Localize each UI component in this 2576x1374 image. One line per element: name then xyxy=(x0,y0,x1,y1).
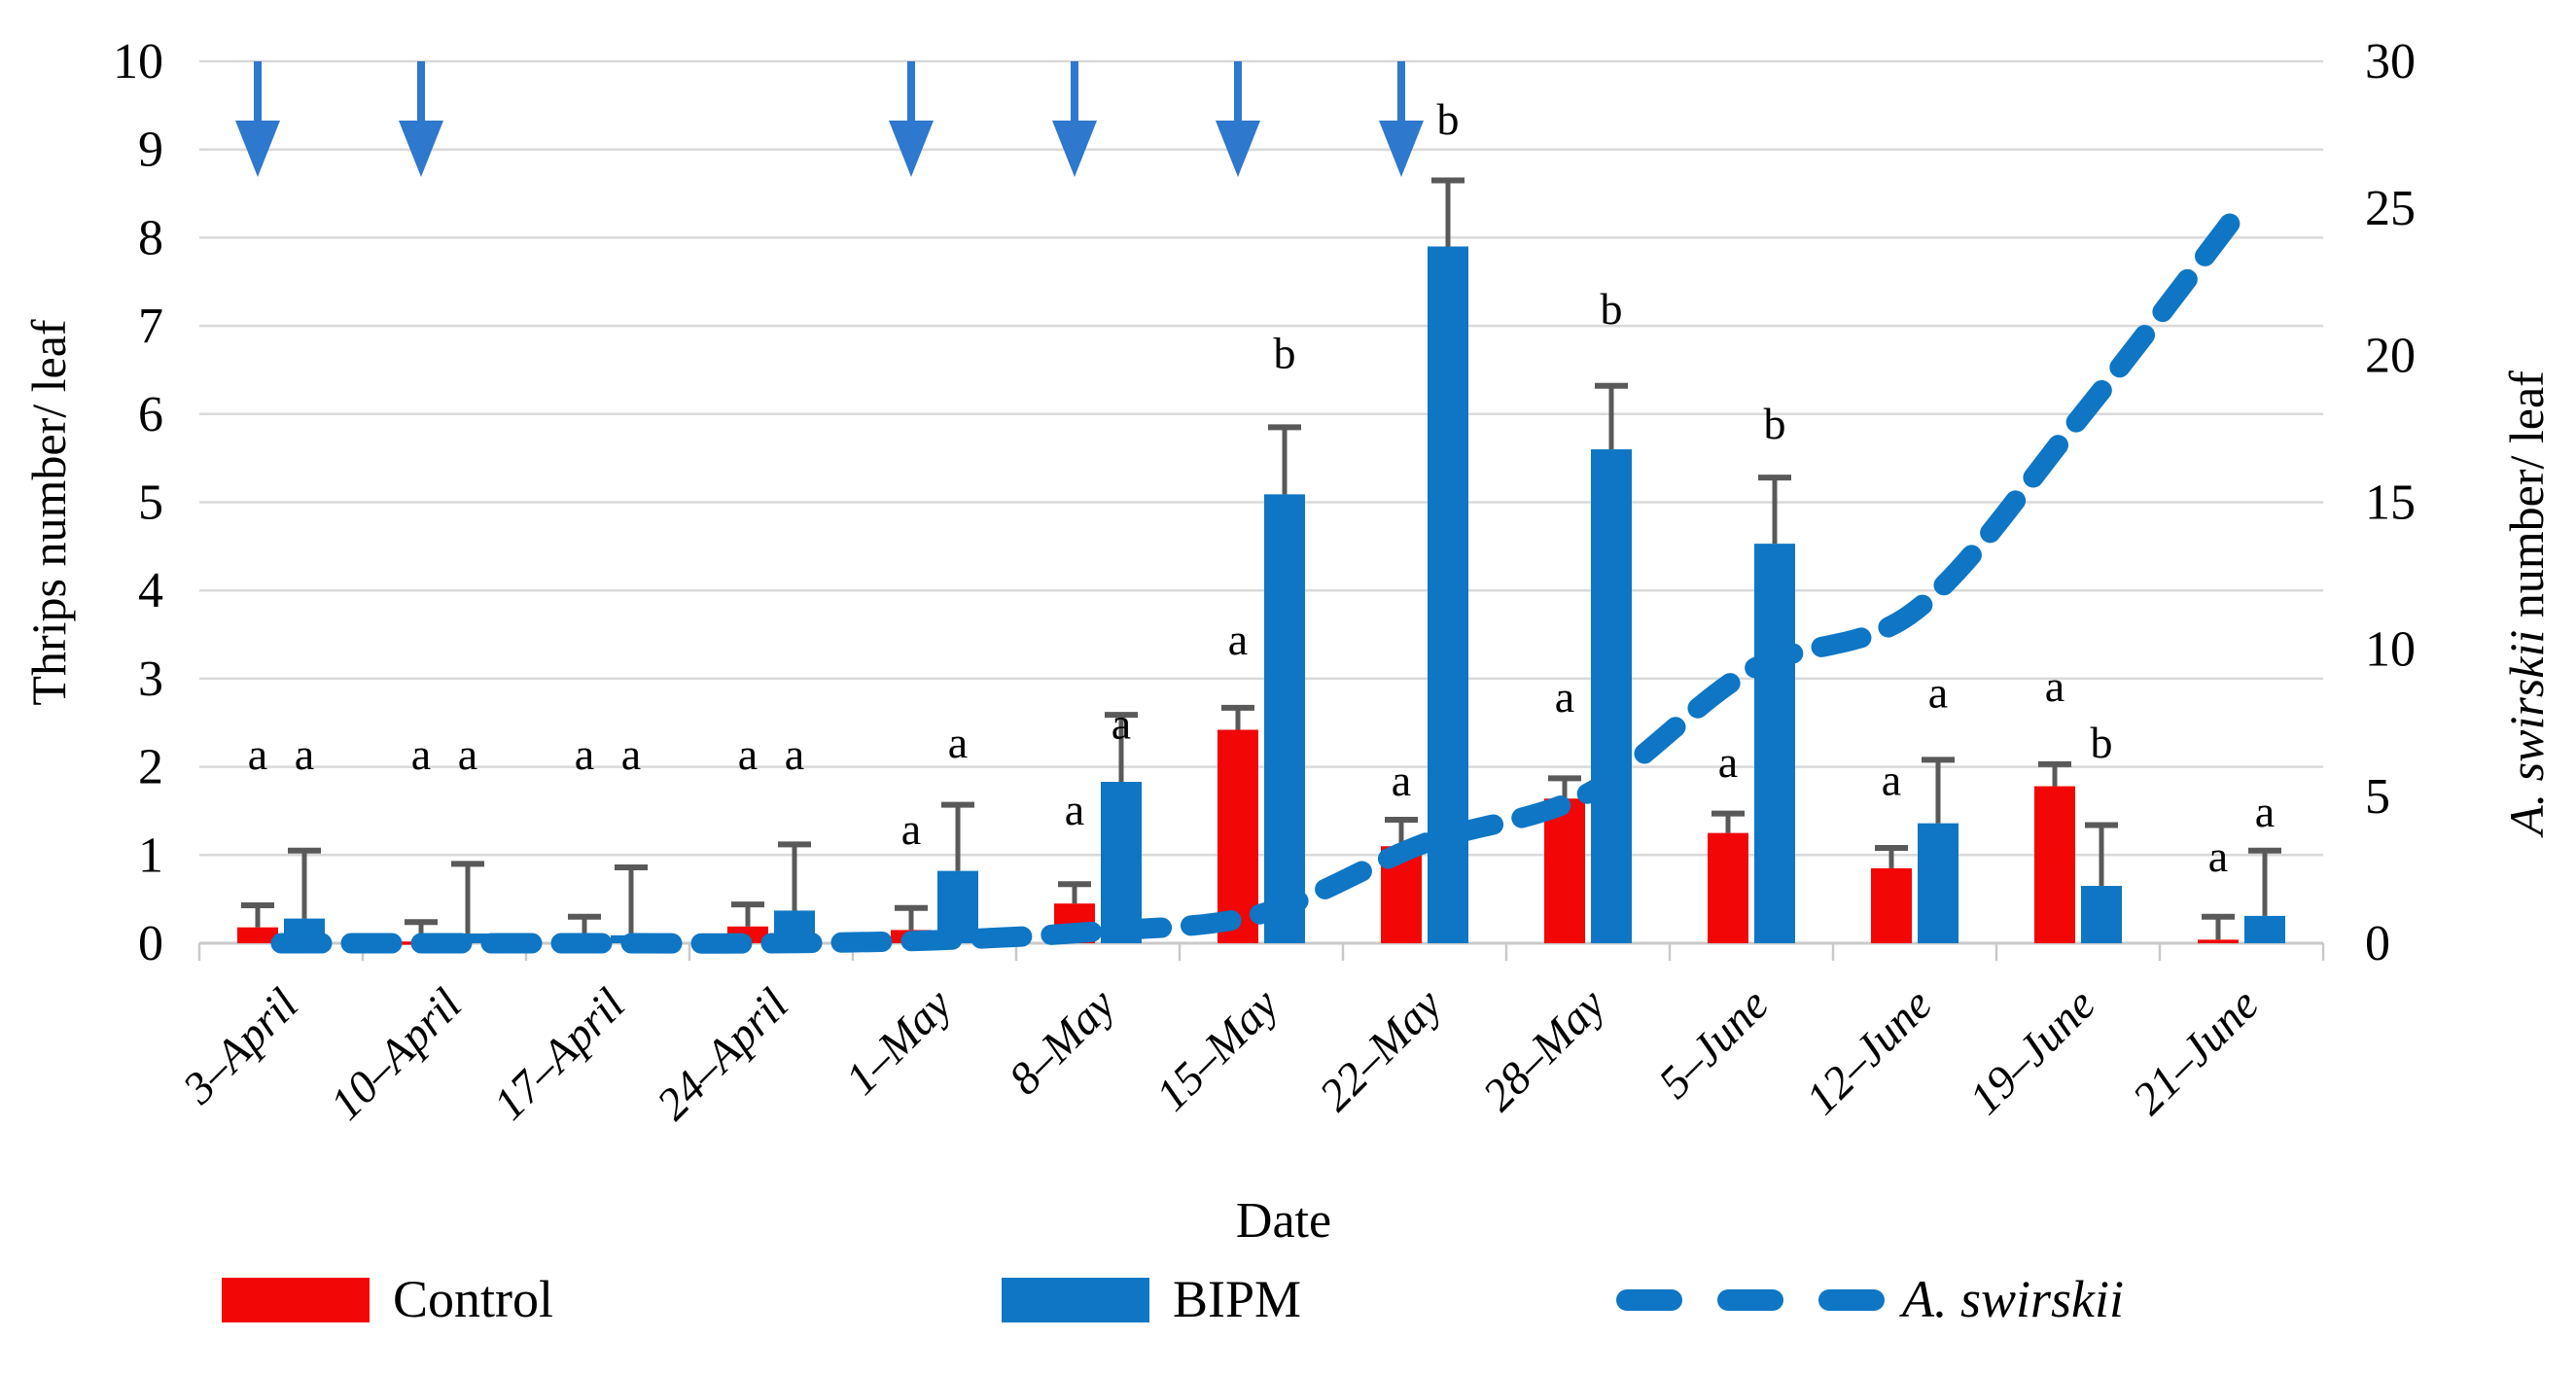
significance-letter: a xyxy=(1065,785,1084,834)
y-axis-tick-label: 10 xyxy=(113,34,163,89)
y-axis-tick-label: 9 xyxy=(138,123,163,178)
significance-letter: a xyxy=(785,729,804,779)
bipm-bar xyxy=(2244,915,2285,943)
control-bar xyxy=(2198,939,2239,943)
x-axis-date-label: 3–April xyxy=(173,979,308,1114)
x-axis-title: Date xyxy=(1235,1193,1332,1249)
y-axis-tick-label: 6 xyxy=(138,387,163,442)
right-axis-tick-label: 10 xyxy=(2365,622,2416,678)
significance-letter: a xyxy=(1555,672,1574,722)
right-axis-tick-label: 25 xyxy=(2365,181,2416,236)
x-axis-date-label: 19–June xyxy=(1959,979,2104,1124)
x-axis-date-label: 1–May xyxy=(836,979,962,1105)
x-axis-date-label: 12–June xyxy=(1796,979,1941,1124)
significance-letter: b xyxy=(2091,718,2113,767)
x-axis-date-label: 10–April xyxy=(321,979,472,1130)
legend-swirskii-label: A. swirskii xyxy=(1902,1270,2125,1328)
right-axis-tick-label: 5 xyxy=(2365,769,2390,825)
x-axis-date-label: 5–June xyxy=(1649,979,1779,1109)
significance-letter: b xyxy=(1601,284,1623,334)
x-axis-date-label: 28–May xyxy=(1473,979,1615,1121)
control-bar xyxy=(237,927,278,943)
significance-letter: a xyxy=(248,729,267,779)
significance-letter: b xyxy=(1437,94,1460,144)
significance-letter: a xyxy=(1228,615,1248,664)
legend-control-label: Control xyxy=(393,1270,554,1328)
legend-bipm-label: BIPM xyxy=(1173,1270,1302,1328)
release-arrow-icon xyxy=(1379,121,1424,177)
bipm-bar xyxy=(1264,494,1305,943)
bipm-bar xyxy=(1101,782,1142,943)
y-axis-tick-label: 7 xyxy=(138,299,163,354)
significance-letter: a xyxy=(1718,737,1738,787)
release-arrow-icon xyxy=(889,121,934,177)
bipm-bar xyxy=(2081,886,2122,943)
significance-letter: b xyxy=(1274,328,1296,377)
significance-letter: a xyxy=(1928,668,1948,718)
right-axis-title: A. swirskii number/ leaf xyxy=(2495,165,2558,1040)
control-bar xyxy=(1871,867,1912,943)
dash-icon xyxy=(1616,1289,1682,1311)
bipm-bar xyxy=(1918,823,1958,943)
significance-letter: b xyxy=(1764,399,1786,448)
x-axis-date-label: 15–May xyxy=(1147,979,1288,1121)
y-axis-tick-label: 0 xyxy=(138,916,163,971)
y-axis-tick-label: 2 xyxy=(138,740,163,795)
significance-letter: a xyxy=(2208,831,2228,881)
significance-letter: a xyxy=(948,718,968,767)
legend-dashed-line-icon xyxy=(1616,1289,1888,1311)
dash-icon xyxy=(1818,1289,1885,1311)
right-axis-tick-label: 0 xyxy=(2365,916,2390,971)
significance-letter: a xyxy=(738,729,758,779)
x-axis-date-label: 24–April xyxy=(648,979,798,1130)
x-axis-date-label: 22–May xyxy=(1310,979,1452,1121)
significance-letter: a xyxy=(575,729,594,779)
right-axis-tick-label: 20 xyxy=(2365,328,2416,383)
legend-control-swatch-icon xyxy=(222,1278,370,1322)
x-axis-date-label: 8–May xyxy=(1000,979,1125,1105)
right-axis-title-rest: number/ leaf xyxy=(2499,370,2554,630)
significance-letter: a xyxy=(1392,756,1411,805)
significance-letter: a xyxy=(901,804,921,854)
y-axis-tick-label: 5 xyxy=(138,476,163,531)
release-arrow-icon xyxy=(1216,121,1260,177)
significance-letter: a xyxy=(2045,661,2064,711)
bipm-bar xyxy=(1591,449,1632,943)
control-bar xyxy=(1708,832,1748,943)
release-arrow-icon xyxy=(235,121,280,177)
x-axis-date-label: 21–June xyxy=(2123,979,2268,1124)
significance-letter: a xyxy=(1112,698,1131,748)
y-axis-tick-label: 8 xyxy=(138,210,163,265)
control-bar xyxy=(1217,729,1258,943)
significance-letter: a xyxy=(295,729,314,779)
y-axis-tick-label: 3 xyxy=(138,652,163,707)
swirskii-line xyxy=(270,197,2252,954)
right-axis-title-species: A. swirskii xyxy=(2499,629,2554,835)
release-arrow-icon xyxy=(1052,121,1097,177)
dash-icon xyxy=(1717,1289,1783,1311)
significance-letter: a xyxy=(1882,755,1901,804)
bipm-bar xyxy=(1754,544,1795,943)
significance-letter: a xyxy=(458,729,477,779)
x-axis-date-label: 17–April xyxy=(484,979,635,1130)
y-axis-tick-label: 1 xyxy=(138,828,163,883)
control-bar xyxy=(1544,798,1585,943)
significance-letter: a xyxy=(621,729,641,779)
right-axis-tick-label: 15 xyxy=(2365,476,2416,531)
y-axis-tick-label: 4 xyxy=(138,563,163,618)
left-axis-title: Thrips number/ leaf xyxy=(21,319,76,706)
release-arrow-icon xyxy=(399,121,443,177)
control-bar xyxy=(2034,786,2075,943)
significance-letter: a xyxy=(2255,787,2275,836)
legend-bipm-swatch-icon xyxy=(1002,1278,1149,1322)
significance-letter: a xyxy=(411,729,431,779)
right-axis-tick-label: 30 xyxy=(2365,34,2416,89)
